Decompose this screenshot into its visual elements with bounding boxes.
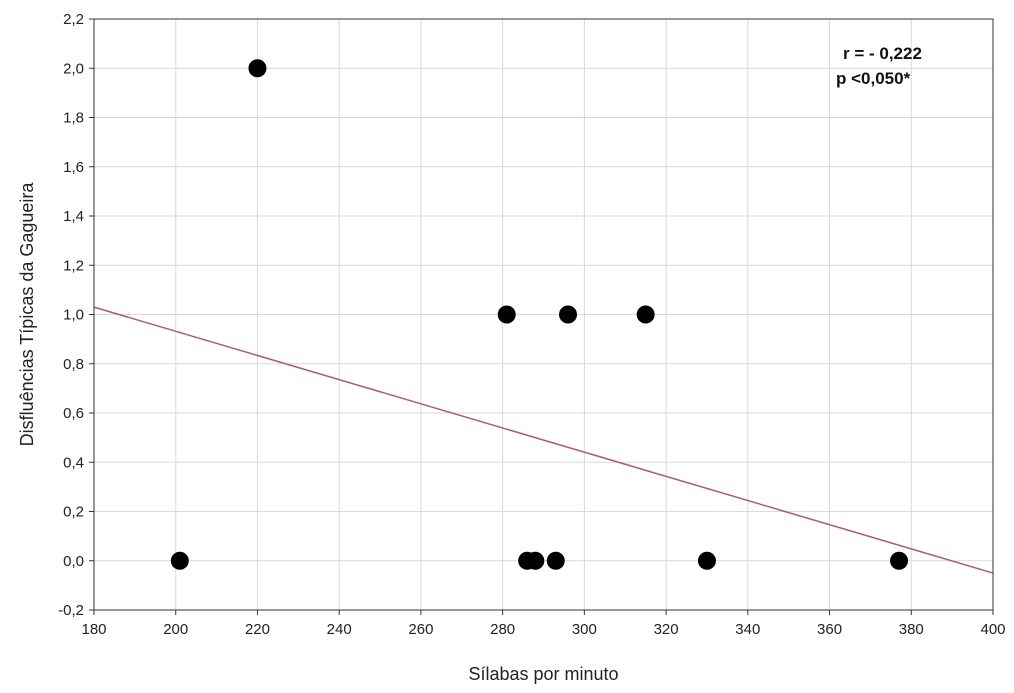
x-tick-label: 280 — [490, 621, 515, 638]
x-tick-label: 240 — [327, 621, 352, 638]
x-tick-label: 300 — [572, 621, 597, 638]
x-tick-label: 380 — [899, 621, 924, 638]
y-tick-label: -0,2 — [58, 602, 84, 619]
y-tick-label: 0,4 — [63, 454, 84, 471]
data-point — [559, 305, 578, 324]
y-tick-label: 0,0 — [63, 553, 84, 570]
correlation-annotation: r = - 0,222 — [843, 44, 922, 63]
data-point — [890, 551, 909, 570]
x-tick-label: 220 — [245, 621, 270, 638]
pvalue-annotation: p <0,050* — [836, 69, 911, 88]
trend-line — [93, 306, 994, 574]
x-tick-label: 260 — [408, 621, 433, 638]
x-axis-ticks: 180 200 220 240 260 280 300 320 340 360 380 400 — [81, 610, 1006, 638]
data-point — [697, 551, 716, 570]
data-point — [248, 59, 267, 78]
y-tick-label: 1,2 — [63, 257, 84, 274]
x-tick-label: 400 — [980, 621, 1005, 638]
data-point — [546, 551, 565, 570]
y-tick-label: 1,0 — [63, 307, 84, 324]
y-axis-title: Disfluências Típicas da Gagueira — [17, 182, 37, 447]
trendline-group — [93, 306, 994, 574]
y-tick-label: 2,0 — [63, 60, 84, 77]
y-tick-label: 1,4 — [63, 208, 84, 225]
x-axis-title: Sílabas por minuto — [468, 664, 618, 684]
y-tick-label: 0,8 — [63, 356, 84, 373]
data-point — [497, 305, 516, 324]
data-points — [170, 59, 909, 570]
y-tick-label: 2,2 — [63, 11, 84, 28]
x-tick-label: 180 — [81, 621, 106, 638]
y-axis-ticks: -0,2 0,0 0,2 0,4 0,6 0,8 1,0 1,2 1,4 1,6 1,8 2,0 2,2 — [58, 11, 94, 619]
x-tick-label: 200 — [163, 621, 188, 638]
x-tick-label: 340 — [735, 621, 760, 638]
data-point — [636, 305, 655, 324]
y-tick-label: 1,8 — [63, 110, 84, 127]
x-tick-label: 320 — [654, 621, 679, 638]
x-tick-label: 360 — [817, 621, 842, 638]
data-point — [170, 551, 189, 570]
y-tick-label: 1,6 — [63, 159, 84, 176]
y-tick-label: 0,6 — [63, 405, 84, 422]
y-tick-label: 0,2 — [63, 504, 84, 521]
data-point — [526, 551, 545, 570]
gridlines — [93, 18, 994, 611]
